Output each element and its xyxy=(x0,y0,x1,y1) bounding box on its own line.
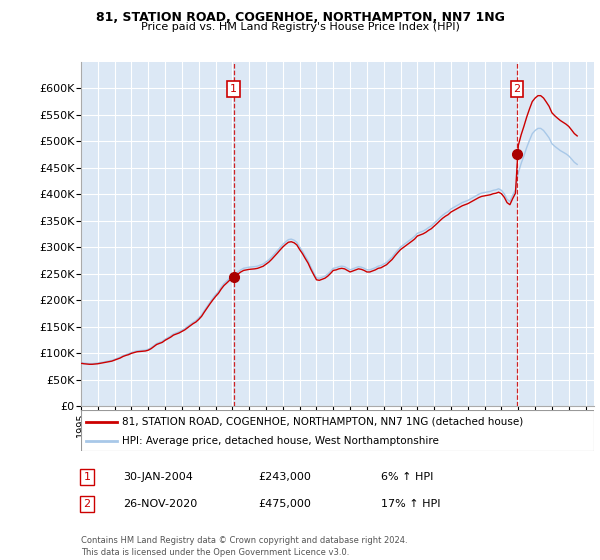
Text: 1: 1 xyxy=(83,472,91,482)
Text: £243,000: £243,000 xyxy=(258,472,311,482)
Text: 2: 2 xyxy=(514,84,521,94)
Text: 17% ↑ HPI: 17% ↑ HPI xyxy=(381,499,440,509)
Text: 1: 1 xyxy=(230,84,237,94)
Text: 30-JAN-2004: 30-JAN-2004 xyxy=(123,472,193,482)
Text: 26-NOV-2020: 26-NOV-2020 xyxy=(123,499,197,509)
Text: 6% ↑ HPI: 6% ↑ HPI xyxy=(381,472,433,482)
Text: 2: 2 xyxy=(83,499,91,509)
Text: 81, STATION ROAD, COGENHOE, NORTHAMPTON, NN7 1NG: 81, STATION ROAD, COGENHOE, NORTHAMPTON,… xyxy=(95,11,505,24)
Text: £475,000: £475,000 xyxy=(258,499,311,509)
Text: HPI: Average price, detached house, West Northamptonshire: HPI: Average price, detached house, West… xyxy=(122,436,439,446)
Text: Contains HM Land Registry data © Crown copyright and database right 2024.
This d: Contains HM Land Registry data © Crown c… xyxy=(81,536,407,557)
Text: Price paid vs. HM Land Registry's House Price Index (HPI): Price paid vs. HM Land Registry's House … xyxy=(140,22,460,32)
Text: 81, STATION ROAD, COGENHOE, NORTHAMPTON, NN7 1NG (detached house): 81, STATION ROAD, COGENHOE, NORTHAMPTON,… xyxy=(122,417,523,427)
